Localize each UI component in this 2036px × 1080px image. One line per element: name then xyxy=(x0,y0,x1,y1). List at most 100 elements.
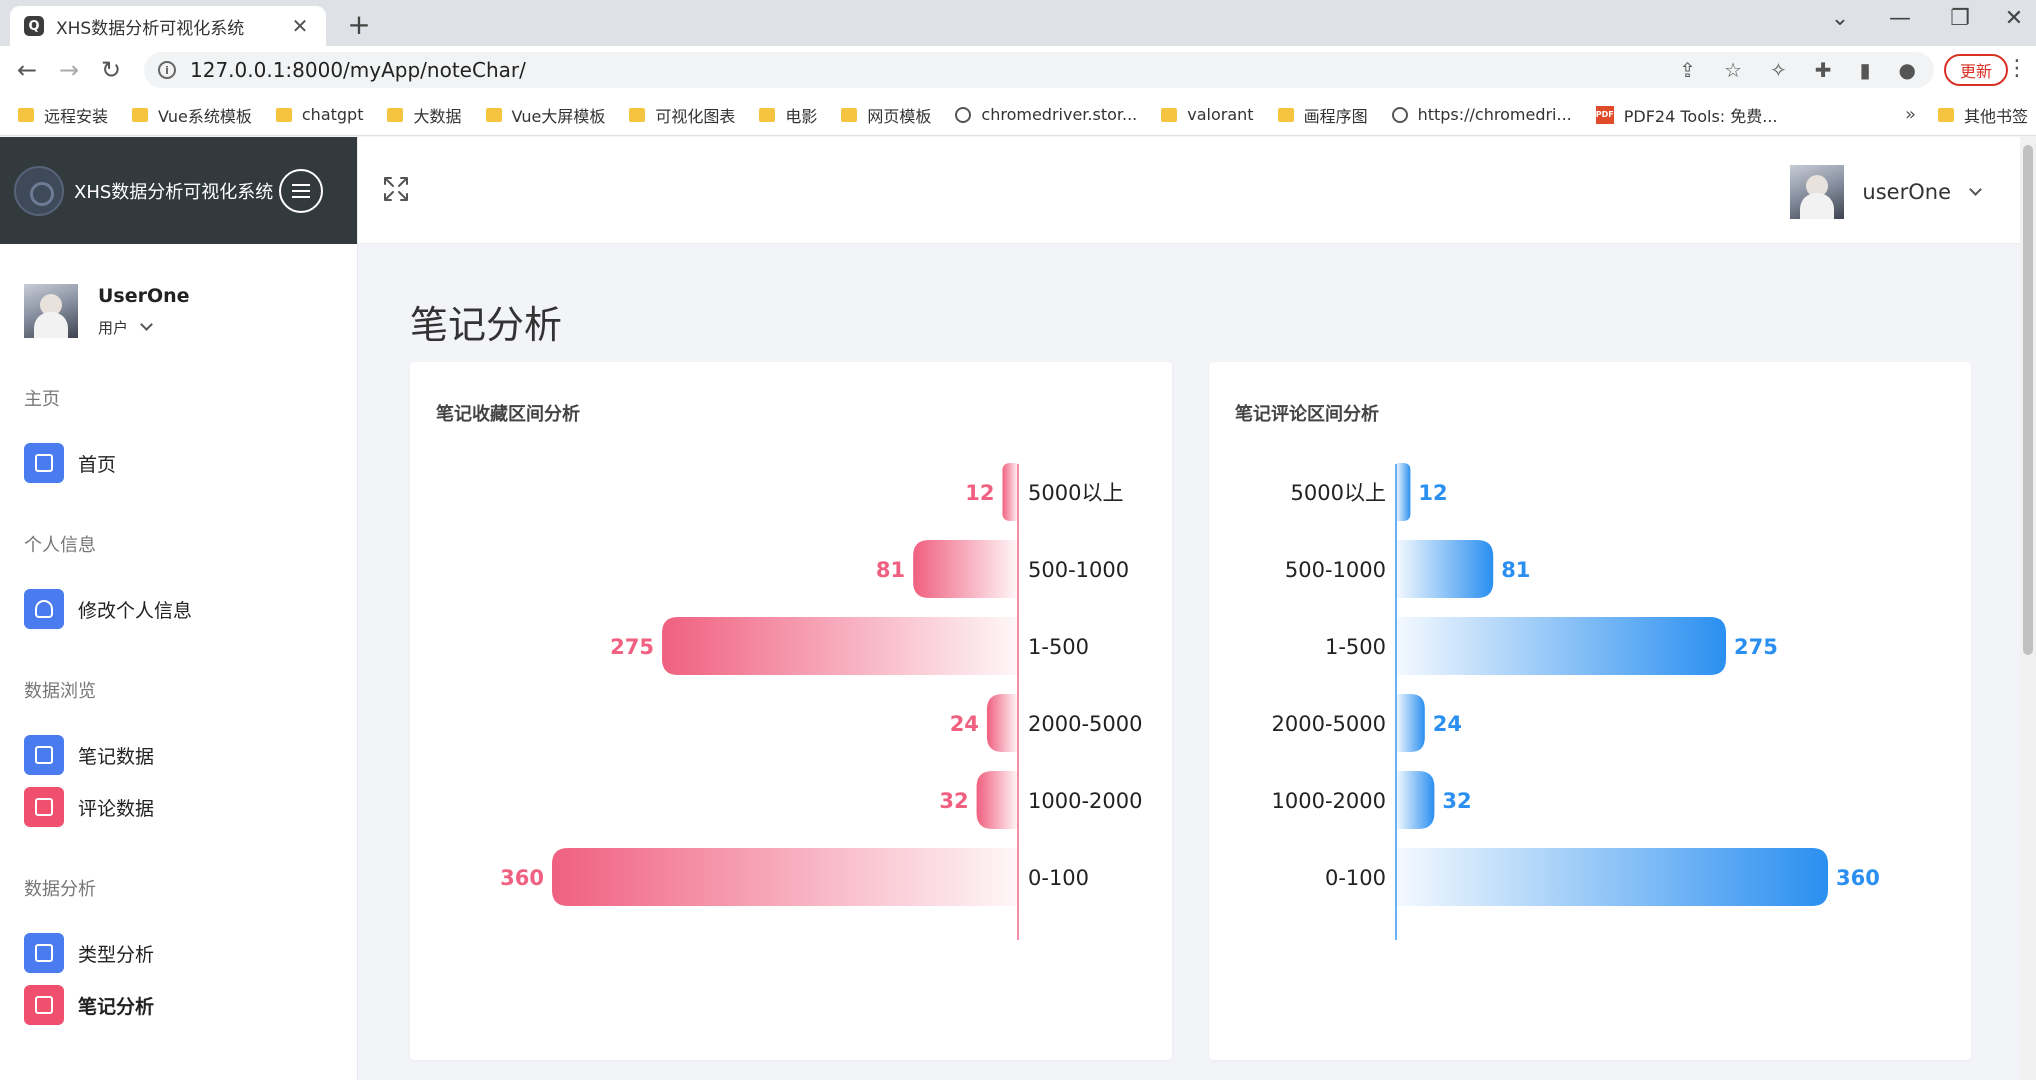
sidebar-icon[interactable]: ▮ xyxy=(1859,58,1871,82)
tab-close-icon[interactable]: ✕ xyxy=(291,14,309,38)
user-role-label: 用户 xyxy=(98,318,129,337)
avatar xyxy=(1790,165,1845,219)
chart-bar[interactable] xyxy=(913,540,1018,598)
bookmark-item[interactable]: chromedriver.stor... xyxy=(955,105,1137,124)
url-field[interactable]: i 127.0.0.1:8000/myApp/noteChar/ xyxy=(144,52,1934,88)
restore-button[interactable]: ❐ xyxy=(1950,6,1970,31)
chart-value-label: 12 xyxy=(965,481,994,505)
reload-button[interactable]: ↻ xyxy=(100,56,122,84)
sidebar-item-label: 首页 xyxy=(78,453,117,476)
favicon-icon: Q xyxy=(24,16,44,36)
note-icon xyxy=(24,735,64,775)
chart-bar[interactable] xyxy=(986,694,1018,752)
window-icon xyxy=(24,933,64,973)
user-icon xyxy=(24,589,64,629)
globe-icon xyxy=(1391,106,1408,123)
bookmark-item[interactable]: 远程安装 xyxy=(18,103,108,127)
comment-chart-card: 笔记评论区间分析 12 5000以上 81 500-1000 275 1-500 24 200… xyxy=(1209,362,1971,1060)
bookmark-item[interactable]: chatgpt xyxy=(275,105,364,124)
update-button[interactable]: 更新 xyxy=(1943,54,2008,86)
bookmark-label: 网页模板 xyxy=(867,106,932,126)
scrollbar-thumb[interactable] xyxy=(2023,145,2033,655)
bookmark-item[interactable]: Vue系统模板 xyxy=(132,103,252,127)
extension-icon[interactable]: ✧ xyxy=(1770,58,1787,82)
user-role-dropdown[interactable]: 用户 xyxy=(98,317,190,338)
chart-bar[interactable] xyxy=(1002,463,1018,521)
chart-bar[interactable] xyxy=(1396,463,1411,521)
close-window-button[interactable]: ✕ xyxy=(2004,6,2024,31)
chart-bar[interactable] xyxy=(662,617,1018,675)
bookmark-star-icon[interactable]: ☆ xyxy=(1724,58,1742,82)
chart-value-label: 32 xyxy=(1442,789,1471,813)
puzzle-icon[interactable]: ✚ xyxy=(1814,58,1832,82)
site-info-icon[interactable]: i xyxy=(158,61,176,79)
nav-section-title: 主页 xyxy=(24,389,60,410)
folder-icon xyxy=(1161,107,1178,122)
folder-icon xyxy=(841,107,858,122)
bookmark-item[interactable]: 网页模板 xyxy=(841,103,931,127)
bookmarks-overflow-icon[interactable]: » xyxy=(1904,104,1916,125)
sidebar-item[interactable]: 修改个人信息 xyxy=(0,587,357,631)
new-tab-button[interactable]: + xyxy=(347,8,371,41)
bookmark-label: 画程序图 xyxy=(1303,106,1368,126)
chart-title: 笔记收藏区间分析 xyxy=(436,404,580,425)
chart-bar[interactable] xyxy=(1396,617,1726,675)
chart-bar[interactable] xyxy=(1396,848,1828,906)
page-scrollbar[interactable] xyxy=(2020,137,2036,1080)
sidebar-item[interactable]: 首页 xyxy=(0,441,357,485)
menu-toggle-button[interactable] xyxy=(279,168,324,213)
chart-bar[interactable] xyxy=(1396,540,1494,598)
sidebar-item[interactable]: 类型分析 xyxy=(0,931,357,975)
top-user-menu[interactable]: userOne xyxy=(1790,165,1982,219)
profile-icon[interactable]: ● xyxy=(1898,58,1916,82)
folder-icon xyxy=(485,107,502,122)
chart-value-label: 275 xyxy=(1734,635,1778,659)
nav-section-title: 数据分析 xyxy=(24,879,96,900)
share-icon[interactable]: ⇪ xyxy=(1679,58,1697,82)
back-button[interactable]: ← xyxy=(16,56,38,84)
chart-bar[interactable] xyxy=(976,771,1018,829)
chart-value-label: 12 xyxy=(1418,481,1447,505)
sidebar-item[interactable]: 笔记分析 xyxy=(0,983,357,1027)
bookmark-item[interactable]: 可视化图表 xyxy=(629,103,735,127)
chart-bar[interactable] xyxy=(1396,694,1425,752)
other-bookmarks[interactable]: 其他书签 xyxy=(1937,103,2028,127)
bookmark-item[interactable]: 电影 xyxy=(759,103,817,127)
bookmark-item[interactable]: valorant xyxy=(1161,105,1254,124)
page-title: 笔记分析 xyxy=(410,303,563,347)
browser-tab[interactable]: Q XHS数据分析可视化系统 ✕ xyxy=(10,6,326,46)
sidebar-item[interactable]: 评论数据 xyxy=(0,785,357,829)
comment-range-chart: 12 5000以上 81 500-1000 275 1-500 24 2000-5000 32 1… xyxy=(1272,463,1880,940)
bookmark-item[interactable]: 大数据 xyxy=(387,103,462,127)
bookmark-item[interactable]: 画程序图 xyxy=(1277,103,1368,127)
fullscreen-icon[interactable] xyxy=(382,175,410,203)
folder-icon xyxy=(1937,107,1954,122)
collect-chart-card: 笔记收藏区间分析 12 5000以上 81 500-1000 275 1-500 24 200… xyxy=(410,362,1172,1060)
collect-range-chart: 12 5000以上 81 500-1000 275 1-500 24 2000-5000 32 1… xyxy=(500,463,1142,940)
chart-value-label: 24 xyxy=(1433,712,1462,736)
chart-bar[interactable] xyxy=(1396,771,1435,829)
bookmark-label: chatgpt xyxy=(301,105,364,124)
folder-icon xyxy=(132,107,149,122)
sidebar-item-label: 类型分析 xyxy=(78,943,155,966)
bookmark-item[interactable]: https://chromedri... xyxy=(1391,105,1572,124)
bookmark-item[interactable]: Vue大屏模板 xyxy=(485,103,605,127)
chevron-down-icon xyxy=(140,318,153,331)
chart-category-label: 1-500 xyxy=(1325,635,1386,659)
minimize-button[interactable]: — xyxy=(1889,6,1911,31)
avatar xyxy=(24,284,78,338)
folder-icon xyxy=(1277,107,1294,122)
browser-menu-icon[interactable]: ⋮ xyxy=(2006,56,2028,81)
tab-search-chevron-icon[interactable]: ⌄ xyxy=(1830,6,1850,31)
chart-value-label: 360 xyxy=(1836,866,1880,890)
bookmark-label: valorant xyxy=(1187,105,1254,124)
bookmark-label: 远程安装 xyxy=(44,106,109,126)
sidebar-user-name: UserOne xyxy=(98,284,190,307)
bookmark-item[interactable]: PDF PDF24 Tools: 免费... xyxy=(1595,103,1778,127)
sidebar-item[interactable]: 笔记数据 xyxy=(0,733,357,777)
top-user-name: userOne xyxy=(1862,180,1951,204)
forward-button[interactable]: → xyxy=(58,56,80,84)
chart-bar[interactable] xyxy=(552,848,1018,906)
chart-value-label: 32 xyxy=(939,789,968,813)
chart-category-label: 500-1000 xyxy=(1285,558,1386,582)
